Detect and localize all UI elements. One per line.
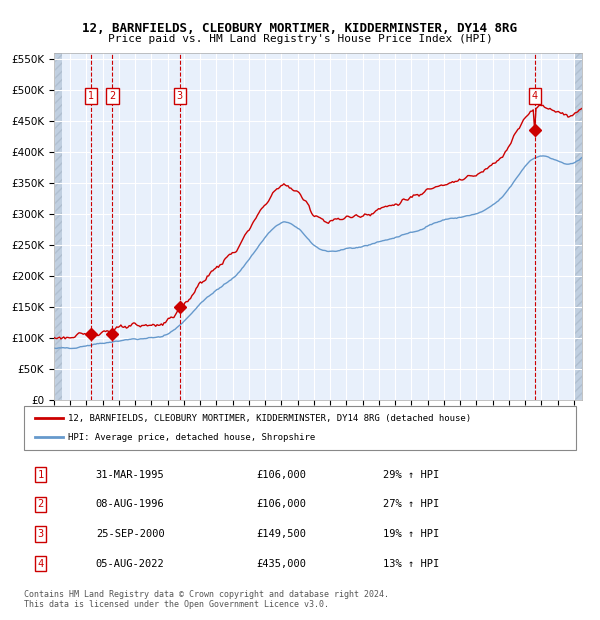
Text: £149,500: £149,500	[256, 529, 306, 539]
Text: This data is licensed under the Open Government Licence v3.0.: This data is licensed under the Open Gov…	[24, 600, 329, 609]
Text: £435,000: £435,000	[256, 559, 306, 569]
Text: 27% ↑ HPI: 27% ↑ HPI	[383, 500, 439, 510]
Text: 1: 1	[37, 470, 44, 480]
Text: 3: 3	[176, 91, 182, 101]
Bar	[574, 53, 582, 400]
Text: 12, BARNFIELDS, CLEOBURY MORTIMER, KIDDERMINSTER, DY14 8RG (detached house): 12, BARNFIELDS, CLEOBURY MORTIMER, KIDDE…	[68, 414, 471, 423]
Text: 05-AUG-2022: 05-AUG-2022	[96, 559, 164, 569]
Text: 29% ↑ HPI: 29% ↑ HPI	[383, 470, 439, 480]
Text: Contains HM Land Registry data © Crown copyright and database right 2024.: Contains HM Land Registry data © Crown c…	[24, 590, 389, 600]
FancyBboxPatch shape	[24, 406, 576, 450]
Text: 13% ↑ HPI: 13% ↑ HPI	[383, 559, 439, 569]
Text: 4: 4	[532, 91, 538, 101]
Text: 4: 4	[37, 559, 44, 569]
Text: HPI: Average price, detached house, Shropshire: HPI: Average price, detached house, Shro…	[68, 433, 316, 442]
Text: £106,000: £106,000	[256, 470, 306, 480]
Text: 08-AUG-1996: 08-AUG-1996	[96, 500, 164, 510]
Text: 12, BARNFIELDS, CLEOBURY MORTIMER, KIDDERMINSTER, DY14 8RG: 12, BARNFIELDS, CLEOBURY MORTIMER, KIDDE…	[83, 22, 517, 35]
Text: 3: 3	[37, 529, 44, 539]
Text: 2: 2	[109, 91, 116, 101]
Text: Price paid vs. HM Land Registry's House Price Index (HPI): Price paid vs. HM Land Registry's House …	[107, 34, 493, 44]
Text: £106,000: £106,000	[256, 500, 306, 510]
Text: 25-SEP-2000: 25-SEP-2000	[96, 529, 164, 539]
Text: 1: 1	[88, 91, 94, 101]
Text: 31-MAR-1995: 31-MAR-1995	[96, 470, 164, 480]
Text: 19% ↑ HPI: 19% ↑ HPI	[383, 529, 439, 539]
Bar	[54, 53, 62, 400]
Text: 2: 2	[37, 500, 44, 510]
